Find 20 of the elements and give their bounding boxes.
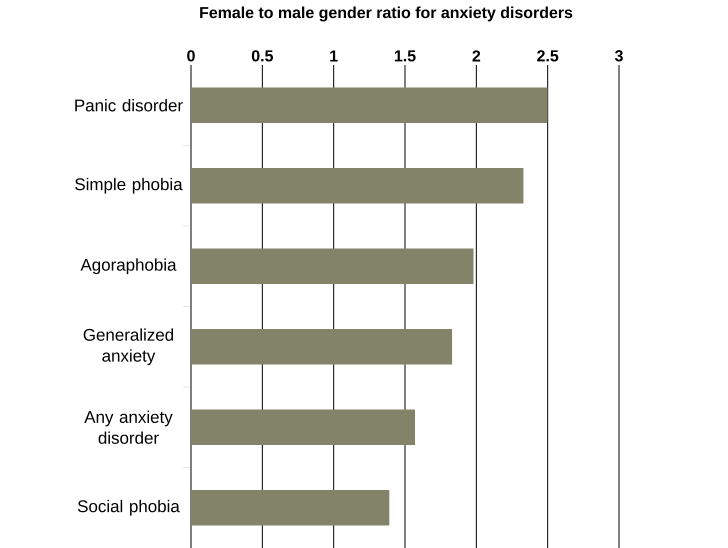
x-tick-label: 3	[614, 50, 623, 62]
bar	[191, 329, 452, 364]
y-tick-label: Social phobia	[78, 500, 180, 516]
bar	[191, 248, 474, 284]
x-tick-label: 1.5	[394, 50, 416, 62]
y-tick-label: Simple phobia	[75, 178, 183, 194]
bar	[191, 410, 415, 445]
x-tick-label: 2.5	[537, 50, 558, 62]
x-tick-label: 0	[187, 50, 195, 62]
x-tick-label: 2	[472, 50, 480, 62]
bar	[191, 168, 524, 204]
y-tick-label: Panic disorder	[75, 99, 183, 112]
chart-title: Female to male gender ratio for anxiety disorders	[200, 6, 572, 22]
y-tick-label: Any anxiety disorder	[84, 410, 173, 444]
y-tick-label: Agoraphobia	[80, 258, 176, 274]
y-tick-label: Generalized anxiety	[84, 328, 174, 366]
x-tick-label: 0.5	[252, 50, 273, 62]
x-tick-label: 1	[330, 50, 338, 62]
bar	[191, 490, 390, 526]
bar	[191, 88, 548, 123]
